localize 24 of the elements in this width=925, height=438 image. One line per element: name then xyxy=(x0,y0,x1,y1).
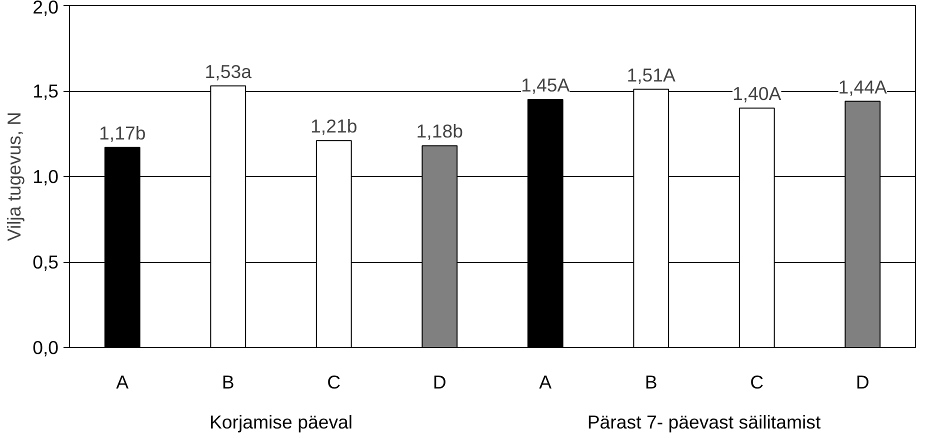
data-label: 1,51A xyxy=(626,64,676,86)
x-tick-label: B xyxy=(222,372,234,392)
data-label: 1,45A xyxy=(521,74,570,96)
y-tick-label: 0,0 xyxy=(32,337,59,358)
x-tick-label: A xyxy=(539,372,552,392)
x-tick-label: D xyxy=(856,372,870,392)
text: Pärast 7- päevast säilitamist xyxy=(587,412,822,432)
data-label: 1,21b xyxy=(310,116,358,137)
y-tick-label: 0,5 xyxy=(32,252,59,272)
y-tick-label: 1,0 xyxy=(32,166,59,187)
data-label: 1,53a xyxy=(204,60,252,82)
x-tick-label: D xyxy=(432,372,446,392)
data-label: 1,17b xyxy=(99,122,146,144)
y-axis-title: Vilja tugevus, N xyxy=(4,112,25,242)
x-tick-label: C xyxy=(327,372,341,392)
x-tick-label: C xyxy=(750,372,764,392)
x-tick-label: B xyxy=(644,372,658,392)
data-label: 1,40A xyxy=(732,83,782,104)
text: Korjamise päeval xyxy=(209,412,353,432)
data-label: 1,44A xyxy=(838,76,888,98)
y-tick-label: 1,5 xyxy=(32,80,59,102)
x-tick-label: A xyxy=(116,372,130,392)
data-label: 1,18b xyxy=(416,120,463,142)
y-tick-label: 2,0 xyxy=(32,0,59,18)
